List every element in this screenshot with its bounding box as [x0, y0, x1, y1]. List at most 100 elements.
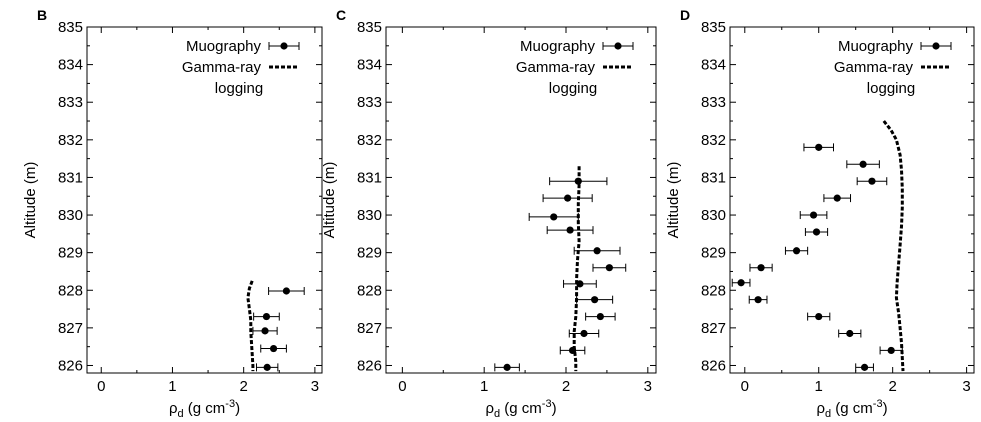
muography-point	[879, 346, 903, 355]
legend-label-gamma-ray: Gamma-ray	[834, 59, 914, 76]
legend: Muography Gamma-ray logging	[834, 38, 952, 97]
data-marker	[576, 280, 584, 288]
data-marker	[262, 312, 271, 321]
data-marker	[792, 247, 801, 255]
y-tick-label: 832	[701, 132, 726, 149]
muography-point	[856, 177, 888, 186]
data-marker	[815, 312, 823, 321]
muography-point	[573, 246, 621, 255]
y-tick-label: 827	[701, 320, 726, 337]
panel-label: C	[336, 7, 346, 23]
x-tick-label: 0	[97, 378, 105, 395]
panel-b: B 835 834 833 832 831 830 829 828 827 826 0 1 2 3 ρd (g…	[22, 7, 323, 420]
muography-point	[749, 263, 773, 272]
y-tick-label: 832	[357, 132, 382, 149]
y-tick-label: 835	[357, 19, 382, 36]
y-tick-label: 831	[357, 169, 382, 186]
muography-point	[546, 226, 594, 235]
legend-label-logging: logging	[549, 80, 597, 97]
legend: Muography Gamma-ray logging	[182, 38, 300, 97]
x-tick-label: 1	[480, 378, 488, 395]
muography-point	[803, 143, 835, 152]
data-marker	[809, 211, 818, 219]
x-tick-label: 0	[741, 378, 749, 395]
y-tick-label: 826	[58, 357, 83, 374]
legend-label-muography: Muography	[520, 38, 596, 55]
y-tick-label: 833	[357, 94, 382, 111]
legend-label-logging: logging	[867, 80, 915, 97]
legend: Muography Gamma-ray logging	[516, 38, 634, 97]
y-axis-label: Altitude (m)	[665, 162, 682, 239]
muography-point	[585, 312, 616, 321]
muography-point	[563, 279, 597, 288]
gamma-ray-line	[572, 166, 581, 372]
y-axis-label: Altitude (m)	[321, 162, 338, 239]
y-tick-label: 827	[58, 320, 83, 337]
y-tick-label: 827	[357, 320, 382, 337]
y-tick-label: 834	[357, 57, 382, 74]
data-marker	[868, 177, 876, 185]
data-marker	[815, 143, 823, 151]
legend-label-gamma-ray: Gamma-ray	[516, 59, 596, 76]
legend-marker	[932, 42, 940, 50]
x-tick-label: 1	[168, 378, 176, 395]
data-marker	[269, 344, 278, 353]
muography-point	[252, 326, 278, 335]
data-marker	[503, 363, 511, 371]
legend-marker	[280, 42, 288, 50]
legend-label-gamma-ray: Gamma-ray	[182, 59, 262, 76]
data-marker	[261, 327, 269, 335]
x-axis-label: ρd (g cm-3)	[169, 398, 240, 420]
muography-point	[253, 312, 280, 321]
plot-frame	[385, 26, 657, 374]
data-marker	[860, 363, 869, 371]
y-tick-label: 829	[357, 245, 382, 262]
y-tick-label: 830	[357, 207, 382, 224]
y-tick-label: 831	[701, 169, 726, 186]
y-tick-label: 835	[58, 19, 83, 36]
muography-point	[559, 346, 586, 355]
x-tick-label: 0	[398, 378, 406, 395]
data-marker	[757, 264, 765, 272]
y-axis-label: Altitude (m)	[22, 162, 39, 239]
muography-point	[799, 211, 828, 220]
data-marker	[596, 312, 604, 321]
x-tick-label: 3	[962, 378, 970, 395]
muography-point	[807, 312, 831, 321]
data-marker	[564, 194, 572, 202]
y-tick-label: 833	[701, 94, 726, 111]
y-tick-label: 826	[357, 357, 382, 374]
y-tick-label: 829	[701, 245, 726, 262]
legend-label-muography: Muography	[186, 38, 262, 55]
y-tick-label: 830	[701, 207, 726, 224]
muography-point	[846, 160, 880, 169]
y-tick-label: 830	[58, 207, 83, 224]
muography-point	[838, 329, 862, 338]
panel-d: D 835 834 833 832 831 830 829 828 827 826 0 1 2 3 ρd (g…	[665, 7, 975, 420]
plot-frame	[729, 26, 975, 374]
muography-point	[592, 263, 627, 272]
muography-point	[784, 246, 809, 255]
data-marker	[593, 247, 601, 255]
gamma-ray-line	[246, 280, 255, 372]
data-marker	[812, 228, 821, 236]
y-tick-label: 835	[701, 19, 726, 36]
panel-c: C 835 834 833 832 831 830 829 828 827 826 0 1 2 3 ρd (g…	[321, 7, 657, 420]
data-marker	[754, 296, 762, 304]
panel-label: D	[680, 7, 690, 23]
muography-point	[494, 363, 520, 372]
legend-label-muography: Muography	[838, 38, 914, 55]
x-tick-label: 1	[815, 378, 823, 395]
muography-point	[731, 278, 751, 287]
muography-point	[855, 363, 874, 372]
y-tick-label: 828	[58, 282, 83, 299]
data-marker	[263, 363, 271, 371]
muography-point	[823, 194, 852, 203]
muography-point	[748, 295, 768, 304]
x-tick-label: 2	[562, 378, 570, 395]
x-tick-label: 3	[311, 378, 319, 395]
x-tick-label: 3	[644, 378, 652, 395]
data-marker	[605, 264, 613, 272]
data-marker	[591, 296, 599, 304]
data-marker	[580, 329, 588, 338]
